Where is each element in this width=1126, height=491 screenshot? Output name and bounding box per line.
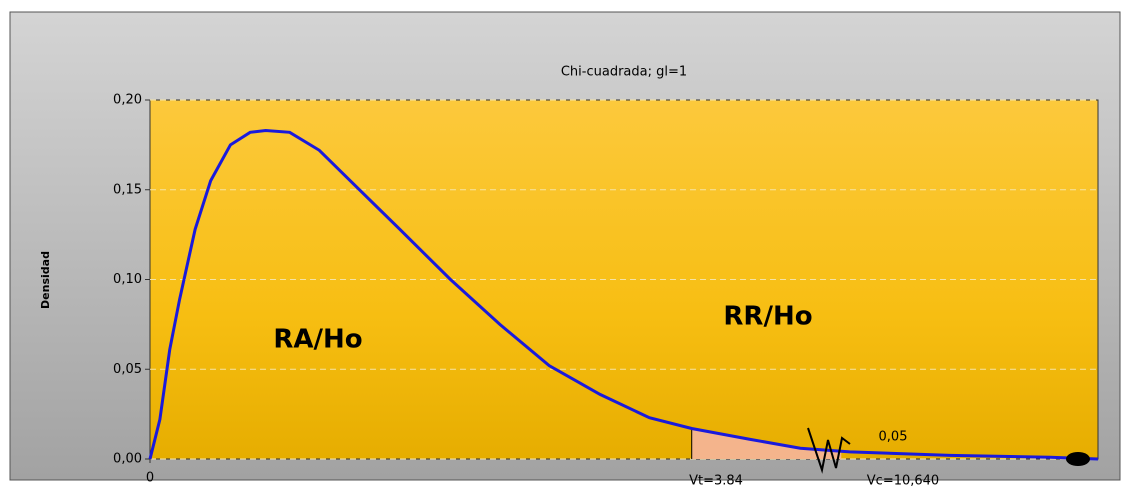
- acceptance-label: RA/Ho: [273, 325, 362, 355]
- y-tick-label: 0,05: [113, 362, 142, 377]
- y-tick-label: 0,00: [113, 452, 142, 467]
- chart-title: Chi-cuadrada; gl=1: [561, 65, 687, 80]
- alpha-label: 0,05: [879, 430, 908, 445]
- vc-label: Vc=10,640: [867, 474, 939, 489]
- marks: 0,00 0,05 0,10 0,15 0,20 0: [113, 93, 1099, 486]
- axis-break: [807, 427, 851, 474]
- y-tick-label: 0,15: [113, 182, 142, 197]
- x-tick-label: 0: [146, 471, 154, 486]
- y-axis-label: Densidad: [39, 251, 52, 309]
- rejection-label: RR/Ho: [723, 302, 812, 332]
- y-tick-label: 0,20: [113, 93, 142, 108]
- end-marker: [1066, 452, 1090, 466]
- vt-label: Vt=3.84: [689, 474, 743, 489]
- density-curve: [148, 129, 1099, 461]
- y-tick-label: 0,10: [113, 272, 142, 287]
